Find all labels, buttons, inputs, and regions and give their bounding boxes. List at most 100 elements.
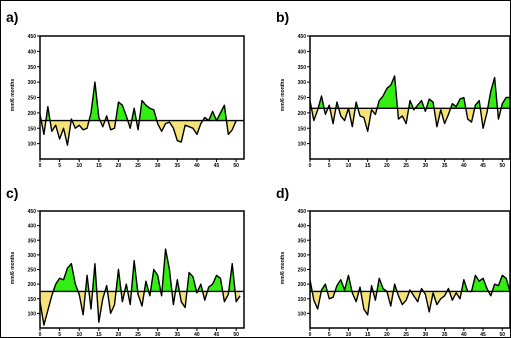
panel-letter-d: d)	[276, 185, 289, 201]
x-tick-label-c-30: 30	[155, 332, 161, 338]
y-tick-label-c-300: 300	[28, 253, 37, 259]
y-tick-label-b-100: 100	[298, 142, 307, 148]
y-tick-label-c-400: 400	[28, 224, 37, 230]
x-tick-label-b-15: 15	[365, 163, 371, 169]
y-tick-label-a-200: 200	[28, 111, 37, 117]
y-tick-label-b-300: 300	[298, 80, 307, 86]
series-line-c	[40, 248, 241, 326]
x-tick-label-c-45: 45	[214, 332, 220, 338]
x-tick-label-b-35: 35	[442, 163, 448, 169]
y-tick-label-b-350: 350	[298, 65, 307, 71]
panel-d: d) mm/6 months 100 150 200 250 300 350 400 450 0…	[276, 185, 511, 338]
y-tick-label-a-300: 300	[28, 80, 37, 86]
y-axis-label-a: mm/6 months	[10, 79, 16, 112]
x-tick-label-a-5: 5	[58, 163, 61, 169]
series-group-b	[310, 75, 510, 133]
plot-area-a: 100 150 200 250 300 350 400 450 0 5 10 15 20 25 30 35 40…	[28, 34, 245, 169]
y-tick-label-a-400: 400	[28, 49, 37, 55]
x-tick-label-c-20: 20	[116, 332, 122, 338]
y-tick-label-d-350: 350	[298, 238, 307, 244]
series-line-d	[310, 274, 510, 316]
y-tick-label-d-250: 250	[298, 268, 307, 274]
x-tick-label-d-5: 5	[328, 332, 331, 338]
x-tick-label-a-25: 25	[135, 163, 141, 169]
x-tick-label-d-45: 45	[480, 332, 486, 338]
x-tick-label-b-25: 25	[403, 163, 409, 169]
panel-letter-b: b)	[276, 9, 289, 25]
series-line-a	[40, 81, 237, 146]
y-tick-label-c-150: 150	[28, 297, 37, 303]
plot-area-b: 100 150 200 250 300 350 400 450 0 5 10 15 20 25 30 35 40…	[298, 34, 511, 169]
y-tick-label-b-150: 150	[298, 126, 307, 132]
x-tick-label-c-25: 25	[135, 332, 141, 338]
x-tick-label-b-40: 40	[461, 163, 467, 169]
x-tick-label-b-0: 0	[309, 163, 312, 169]
x-tick-label-b-45: 45	[480, 163, 486, 169]
x-tick-label-a-20: 20	[116, 163, 122, 169]
y-tick-label-b-400: 400	[298, 49, 307, 55]
x-tick-label-d-40: 40	[461, 332, 467, 338]
y-tick-label-a-250: 250	[28, 96, 37, 102]
x-tick-label-d-50: 50	[500, 332, 506, 338]
x-tick-label-c-40: 40	[194, 332, 200, 338]
plot-area-c: 100 150 200 250 300 350 400 450 0 5 10 15 20 25 30 35 40…	[28, 209, 245, 338]
panel-b: b) mm/6 months 100 150 200 250 300 350 400 450 0…	[276, 9, 511, 169]
x-tick-label-d-10: 10	[346, 332, 352, 338]
x-tick-label-b-10: 10	[346, 163, 352, 169]
series-group-c	[40, 248, 244, 326]
x-tick-label-a-45: 45	[214, 163, 220, 169]
y-tick-label-c-250: 250	[28, 268, 37, 274]
y-tick-label-d-150: 150	[298, 297, 307, 303]
x-tick-label-d-15: 15	[365, 332, 371, 338]
x-tick-label-a-15: 15	[96, 163, 102, 169]
x-tick-label-c-35: 35	[175, 332, 181, 338]
x-tick-label-a-0: 0	[39, 163, 42, 169]
y-tick-label-c-450: 450	[28, 209, 37, 215]
x-tick-label-c-0: 0	[39, 332, 42, 338]
y-tick-label-c-100: 100	[28, 311, 37, 317]
y-axis-label-b: mm/6 months	[280, 79, 286, 112]
x-tick-label-d-20: 20	[384, 332, 390, 338]
plot-area-d: 100 150 200 250 300 350 400 450 0 5 10 15 20 25 30 35 40…	[298, 209, 511, 338]
x-tick-label-b-20: 20	[384, 163, 390, 169]
x-tick-label-c-10: 10	[76, 332, 82, 338]
y-tick-label-c-200: 200	[28, 282, 37, 288]
x-tick-label-b-5: 5	[328, 163, 331, 169]
y-tick-label-d-200: 200	[298, 282, 307, 288]
x-tick-label-a-40: 40	[194, 163, 200, 169]
x-tick-label-c-5: 5	[58, 332, 61, 338]
y-tick-label-c-350: 350	[28, 238, 37, 244]
series-group-a	[40, 81, 244, 146]
y-tick-label-b-250: 250	[298, 96, 307, 102]
panel-letter-a: a)	[6, 9, 18, 25]
x-tick-label-b-50: 50	[500, 163, 506, 169]
x-tick-label-b-30: 30	[423, 163, 429, 169]
panel-c: c) mm/6 months 100 150 200 250 300 350 400 450 0…	[6, 185, 245, 338]
y-tick-label-b-200: 200	[298, 111, 307, 117]
y-tick-label-a-150: 150	[28, 126, 37, 132]
x-tick-label-a-10: 10	[76, 163, 82, 169]
x-tick-label-c-50: 50	[233, 332, 239, 338]
x-tick-label-a-35: 35	[175, 163, 181, 169]
x-tick-label-d-0: 0	[309, 332, 312, 338]
y-tick-label-d-450: 450	[298, 209, 307, 215]
x-tick-label-d-35: 35	[442, 332, 448, 338]
x-tick-label-a-50: 50	[233, 163, 239, 169]
x-tick-label-d-30: 30	[423, 332, 429, 338]
series-group-d	[310, 274, 510, 316]
x-tick-label-c-15: 15	[96, 332, 102, 338]
panel-a: a) mm/6 months 100 150 200 250 300 350 400 450 0…	[6, 9, 245, 169]
y-tick-label-d-400: 400	[298, 224, 307, 230]
above-mean-fill-c	[53, 249, 236, 292]
y-tick-label-a-350: 350	[28, 65, 37, 71]
y-axis-label-d: mm/6 months	[280, 252, 286, 285]
x-tick-label-a-30: 30	[155, 163, 161, 169]
y-tick-label-a-100: 100	[28, 142, 37, 148]
series-line-b	[310, 75, 510, 133]
y-tick-label-a-450: 450	[28, 34, 37, 40]
y-tick-label-d-100: 100	[298, 311, 307, 317]
x-tick-label-d-25: 25	[403, 332, 409, 338]
panel-letter-c: c)	[6, 185, 18, 201]
